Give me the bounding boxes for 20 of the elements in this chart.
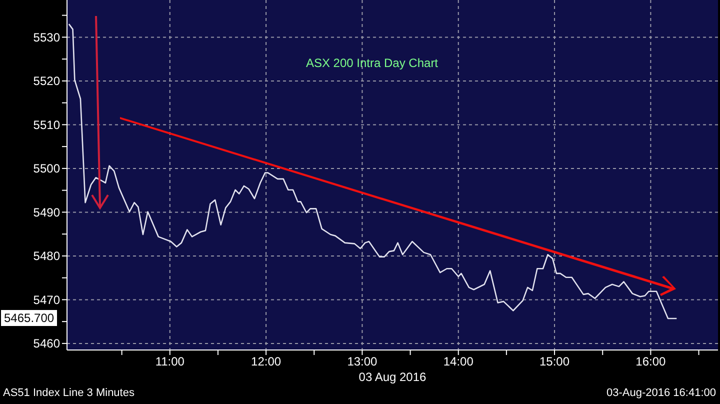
y-tick-label: 5510	[33, 118, 60, 132]
text: ASX 200 Intra Day Chart	[304, 56, 440, 70]
text: 03-Aug-2016 16:41:00	[606, 387, 716, 399]
y-tick-label: 5470	[33, 292, 60, 307]
x-tick-label: 11:00	[155, 354, 185, 369]
text: AS51 Index Line 3 Minutes	[3, 387, 134, 399]
x-tick-label: 15:00	[540, 354, 570, 369]
x-tick-label: 12:00	[251, 354, 282, 369]
y-tick-label: 5490	[33, 205, 60, 220]
y-tick-label: 5460	[33, 336, 60, 351]
y-tick-label: 5520	[33, 74, 60, 88]
x-tick-label: 14:00	[443, 354, 474, 369]
y-tick-label: 5500	[33, 162, 60, 176]
x-tick-label: 13:00	[347, 354, 378, 369]
x-axis-title: 03 Aug 2016	[358, 370, 428, 384]
text: 5465.700	[1, 310, 58, 326]
line-series	[68, 23, 678, 320]
x-tick-label: 16:00	[636, 354, 666, 369]
y-tick-label: 5480	[33, 249, 60, 264]
y-tick-label: 5530	[33, 30, 60, 44]
